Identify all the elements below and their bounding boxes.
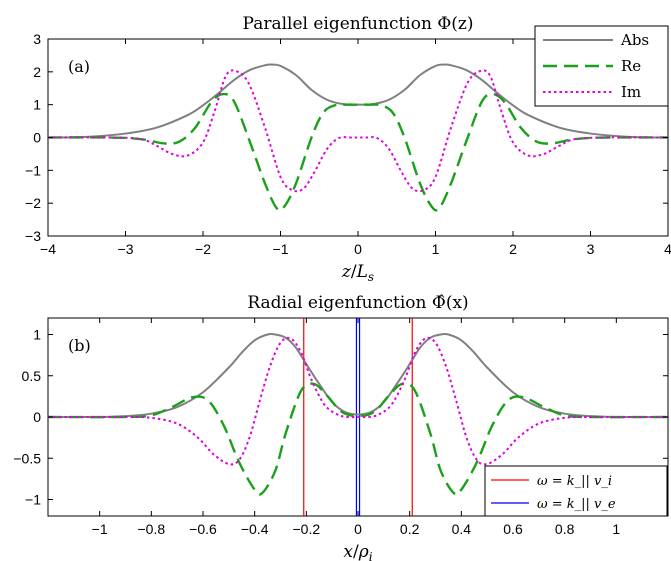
x-tick-label: −3 [118,241,134,257]
series-line-re [47,382,669,496]
x-tick-label: −0.8 [138,521,166,537]
legend-label-im: Im [621,83,641,101]
y-tick-label: 1 [33,327,41,343]
panel-b-vertical-lines [303,318,413,516]
y-tick-label: 0 [33,130,41,146]
series-line-abs [47,332,669,419]
panel-b: Radial eigenfunction Φ̂(x) −1 −0.8 −0.6 −0.… [13,293,669,561]
legend-box [484,465,668,517]
panel-a-xlabel-z: z [341,262,352,282]
x-tick-label: 2 [509,241,517,257]
panel-a-x-axis-label: z/Ls [341,262,374,284]
x-tick-label: −0.4 [241,521,269,537]
panel-a-xlabel-sub: s [368,270,374,284]
y-tick-label: 1 [33,97,41,113]
panel-b-xlabel-x: x [343,542,353,561]
legend-label-vline: ω = k_|| v_e [537,497,616,512]
series-line-im [47,336,669,466]
series-line-abs [47,63,669,139]
panel-b-xlabel-sub: i [369,550,373,561]
x-tick-label: −4 [40,241,56,257]
y-tick-label: 0.5 [22,368,42,384]
x-tick-label: 0.2 [400,521,420,537]
y-tick-label: −1 [25,162,41,178]
panel-a: Parallel eigenfunction Φ(z) −4 −3 −2 −1 0 1 2 3… [25,14,671,284]
panel-b-legend: ω = k_|| v_i ω = k_|| v_e [484,465,668,517]
panel-a-title: Parallel eigenfunction Φ(z) [243,14,474,34]
x-tick-label: −1 [92,521,108,537]
panel-a-series [47,63,669,212]
y-tick-label: −3 [25,228,41,244]
y-tick-label: 2 [33,64,41,80]
panel-a-legend: Abs Re Im [534,25,669,107]
x-tick-label: 1 [432,241,440,257]
panel-b-ticks: −1 −0.8 −0.6 −0.4 −0.2 0 0.2 0.4 0.6 0.8 1 −1 −0.5 0 0… [13,318,668,537]
legend-label-re: Re [621,57,641,75]
panel-b-xlabel-slash: / [353,542,359,561]
panel-a-xlabel-L: L [356,262,368,282]
panel-b-xlabel-rho: ρ [358,542,369,561]
y-tick-label: −2 [25,195,41,211]
x-tick-label: 3 [587,241,595,257]
panel-b-x-axis-label: x/ρi [343,542,372,561]
series-line-re [47,92,669,212]
panel-a-xlabel-slash: / [351,262,357,282]
y-tick-label: −0.5 [13,450,41,466]
panel-b-series [47,332,669,496]
series-line-im [47,69,669,193]
panel-a-title-text: Parallel eigenfunction Φ(z) [243,14,474,34]
x-tick-label: 0.8 [555,521,575,537]
x-tick-label: 4 [664,241,671,257]
x-tick-label: −2 [195,241,211,257]
x-tick-label: 0.4 [452,521,472,537]
y-tick-label: 0 [33,409,41,425]
panel-b-title: Radial eigenfunction Φ̂(x) [247,293,468,313]
x-tick-label: 0.6 [503,521,523,537]
x-tick-label: 1 [612,521,620,537]
panel-b-tag: (b) [68,336,91,355]
legend-label-abs: Abs [620,31,649,49]
x-tick-label: 0 [354,241,362,257]
x-tick-label: −0.2 [293,521,321,537]
y-tick-label: 3 [33,31,41,47]
x-tick-label: −1 [273,241,289,257]
y-tick-label: −1 [25,492,41,508]
panel-a-tag: (a) [68,57,90,76]
x-tick-label: 0 [354,521,362,537]
legend-label-vline: ω = k_|| v_i [537,474,612,489]
x-tick-label: −0.6 [189,521,217,537]
panel-b-title-text: Radial eigenfunction Φ̂(x) [247,293,468,313]
